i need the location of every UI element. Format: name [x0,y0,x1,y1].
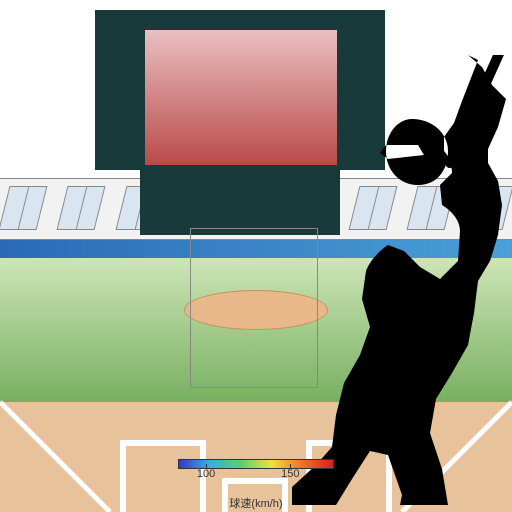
speed-legend-label: 球速(km/h) [178,495,334,511]
speed-legend-ticks: 100 150 [178,469,334,483]
speed-legend: 100 150 球速(km/h) [178,459,334,511]
stadium-window [57,186,106,230]
legend-tick-label: 100 [197,468,215,480]
plate-line [125,440,205,446]
stadium-window [0,186,47,230]
pitch-speed-diagram: 100 150 球速(km/h) [0,0,512,512]
batter-silhouette [292,55,512,505]
plate-line [120,440,126,512]
legend-tick-label: 150 [281,468,299,480]
